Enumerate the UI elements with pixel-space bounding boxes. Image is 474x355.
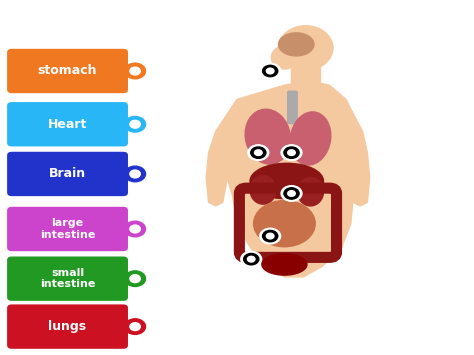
Circle shape xyxy=(284,147,299,158)
Circle shape xyxy=(251,147,266,158)
FancyBboxPatch shape xyxy=(7,207,128,251)
Ellipse shape xyxy=(271,46,298,69)
Circle shape xyxy=(281,186,302,201)
Circle shape xyxy=(255,150,262,155)
Circle shape xyxy=(260,228,281,244)
Circle shape xyxy=(266,68,274,74)
Circle shape xyxy=(125,319,146,334)
Circle shape xyxy=(130,67,140,75)
Circle shape xyxy=(263,65,278,77)
Polygon shape xyxy=(206,114,228,206)
FancyBboxPatch shape xyxy=(291,64,320,83)
Circle shape xyxy=(241,251,262,267)
Ellipse shape xyxy=(279,33,314,56)
Text: Brain: Brain xyxy=(49,168,86,180)
Polygon shape xyxy=(220,82,360,277)
Polygon shape xyxy=(348,114,370,206)
Ellipse shape xyxy=(254,201,315,247)
Circle shape xyxy=(260,63,281,79)
Circle shape xyxy=(130,170,140,178)
Circle shape xyxy=(244,253,259,265)
Circle shape xyxy=(266,233,274,239)
FancyBboxPatch shape xyxy=(7,49,128,93)
Text: Heart: Heart xyxy=(48,118,87,131)
Ellipse shape xyxy=(279,26,333,70)
Circle shape xyxy=(130,225,140,233)
Circle shape xyxy=(125,166,146,182)
Text: stomach: stomach xyxy=(38,65,97,77)
Ellipse shape xyxy=(245,109,291,164)
Circle shape xyxy=(125,116,146,132)
Circle shape xyxy=(125,271,146,286)
Circle shape xyxy=(288,191,295,196)
Text: large
intestine: large intestine xyxy=(40,218,95,240)
Circle shape xyxy=(288,150,295,155)
Text: lungs: lungs xyxy=(48,320,87,333)
Circle shape xyxy=(130,120,140,128)
FancyBboxPatch shape xyxy=(7,256,128,301)
Circle shape xyxy=(281,145,302,160)
Ellipse shape xyxy=(250,163,323,199)
Circle shape xyxy=(130,323,140,331)
Ellipse shape xyxy=(250,176,276,204)
Circle shape xyxy=(125,63,146,79)
FancyBboxPatch shape xyxy=(288,91,297,124)
FancyBboxPatch shape xyxy=(7,152,128,196)
Circle shape xyxy=(130,275,140,283)
Circle shape xyxy=(125,221,146,237)
Circle shape xyxy=(247,256,255,262)
FancyBboxPatch shape xyxy=(7,304,128,349)
Ellipse shape xyxy=(290,112,331,165)
Circle shape xyxy=(248,145,269,160)
Ellipse shape xyxy=(298,178,324,206)
Text: small
intestine: small intestine xyxy=(40,268,95,289)
Circle shape xyxy=(263,230,278,242)
Ellipse shape xyxy=(262,254,307,275)
FancyBboxPatch shape xyxy=(7,102,128,146)
Circle shape xyxy=(284,188,299,199)
